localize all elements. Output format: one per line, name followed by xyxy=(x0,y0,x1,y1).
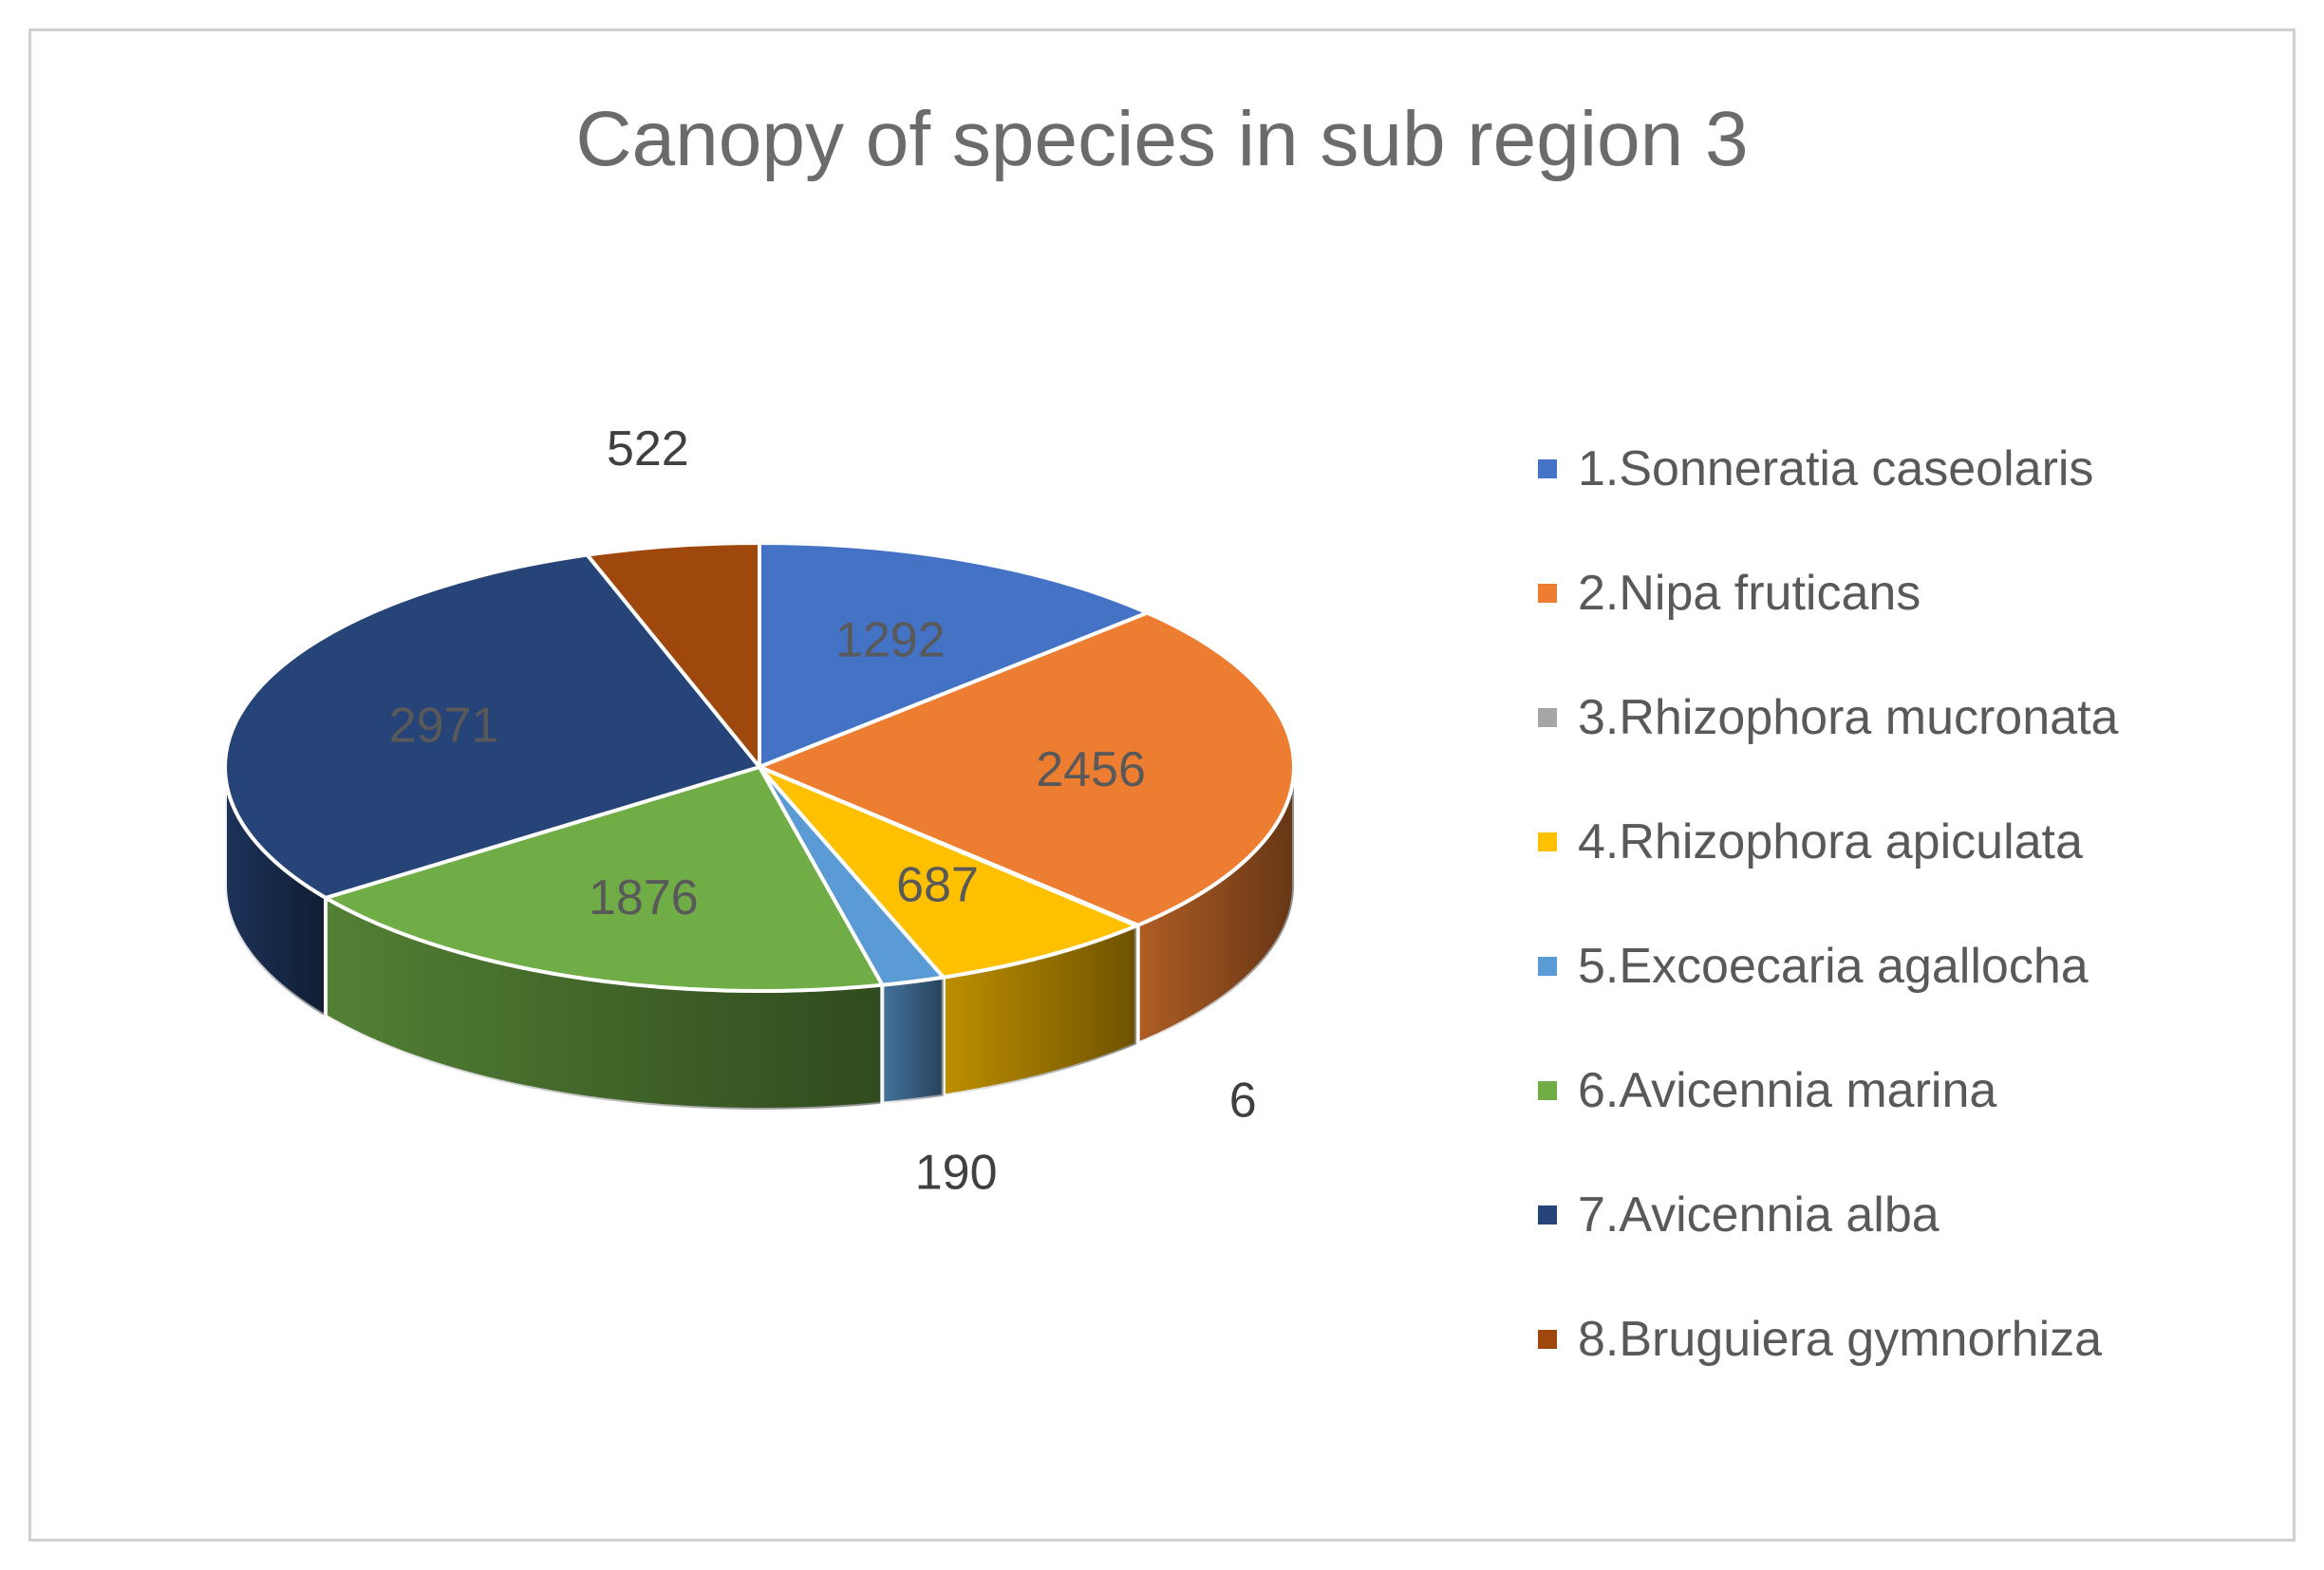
pie-data-labels: 1292 2456 6 687 190 1876 2971 522 xyxy=(389,421,1257,1200)
legend-swatch xyxy=(1538,1329,1557,1349)
data-label-8: 522 xyxy=(607,421,689,477)
data-label-2: 2456 xyxy=(1036,742,1146,797)
legend-label: 1.Sonneratia caseolaris xyxy=(1578,440,2094,496)
legend-item: 8.Bruguiera gymnorhiza xyxy=(1538,1277,2297,1401)
chart-title: Canopy of species in sub region 3 xyxy=(575,96,1749,182)
pie-slices xyxy=(223,541,1296,993)
data-label-5: 190 xyxy=(915,1145,998,1200)
legend-swatch xyxy=(1538,1080,1557,1100)
data-label-7: 2971 xyxy=(389,698,499,753)
legend-swatch xyxy=(1538,583,1557,603)
legend-item: 5.Excoecaria agallocha xyxy=(1538,904,2297,1028)
legend-item: 6.Avicennia marina xyxy=(1538,1028,2297,1152)
pie-slice-2 xyxy=(758,610,1296,927)
pie-slice-7 xyxy=(223,552,761,900)
pie-side-shade-6 xyxy=(326,897,883,1111)
legend-label: 4.Rhizophora apiculata xyxy=(1578,813,2083,869)
legend-item: 1.Sonneratia caseolaris xyxy=(1538,406,2297,531)
pie-slice-4 xyxy=(758,765,1139,980)
legend-label: 6.Avicennia marina xyxy=(1578,1062,1997,1118)
data-label-6: 1876 xyxy=(589,870,699,925)
data-label-1: 1292 xyxy=(835,613,946,668)
pie-side-walls xyxy=(223,765,1296,1112)
legend: 1.Sonneratia caseolaris 2.Nipa fruticans… xyxy=(1538,406,2297,1401)
pie-side-shade-4 xyxy=(943,925,1137,1096)
legend-label: 8.Bruguiera gymnorhiza xyxy=(1578,1311,2103,1367)
legend-swatch xyxy=(1538,707,1557,727)
legend-swatch xyxy=(1538,956,1557,976)
pie-slice-6 xyxy=(324,765,885,993)
legend-label: 5.Excoecaria agallocha xyxy=(1578,938,2089,994)
legend-item: 3.Rhizophora mucronata xyxy=(1538,655,2297,779)
pie-side-shade-2 xyxy=(1137,767,1295,1044)
pie-side-shade-7 xyxy=(224,767,327,1017)
pie-side-shade-5 xyxy=(882,977,944,1104)
legend-item: 2.Nipa fruticans xyxy=(1538,531,2297,655)
legend-label: 3.Rhizophora mucronata xyxy=(1578,689,2119,745)
legend-swatch xyxy=(1538,458,1557,478)
legend-swatch xyxy=(1538,1205,1557,1224)
pie-slice-1 xyxy=(758,541,1150,769)
pie-slice-8 xyxy=(585,541,761,769)
legend-label: 2.Nipa fruticans xyxy=(1578,565,1921,621)
legend-item: 7.Avicennia alba xyxy=(1538,1152,2297,1277)
data-label-4: 687 xyxy=(896,857,979,912)
legend-swatch xyxy=(1538,832,1557,851)
data-label-3: 6 xyxy=(1229,1074,1257,1129)
legend-item: 4.Rhizophora apiculata xyxy=(1538,779,2297,904)
legend-label: 7.Avicennia alba xyxy=(1578,1187,1940,1243)
